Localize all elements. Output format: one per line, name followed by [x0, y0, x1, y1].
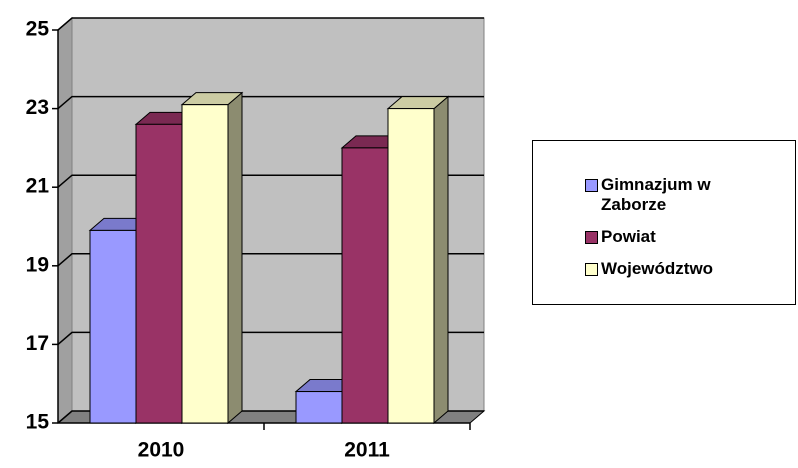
bar — [180, 91, 244, 425]
legend-label: Województwo — [601, 259, 714, 278]
bar-side — [227, 91, 243, 425]
legend-entry: Powiat — [585, 227, 775, 247]
bar-front — [295, 391, 343, 424]
bar-front — [387, 108, 435, 424]
side-wall — [57, 16, 73, 425]
y-tick-label: 15 — [26, 411, 50, 434]
legend-swatch — [585, 231, 598, 244]
y-tick-label: 25 — [26, 18, 50, 41]
bar-front — [89, 229, 137, 424]
legend: Gimnazjum w Zaborze Powiat Województwo — [532, 140, 796, 305]
bar-front — [181, 104, 229, 424]
y-tick-label: 17 — [26, 332, 49, 355]
bar — [386, 95, 450, 425]
legend-swatch — [585, 263, 598, 276]
legend-label: Gimnazjum w Zaborze — [601, 175, 711, 214]
y-tick-label: 23 — [26, 96, 49, 119]
y-tick-label: 21 — [26, 175, 50, 198]
x-tick-label: 2010 — [138, 439, 185, 462]
bar-side — [433, 95, 449, 425]
grid-line — [57, 17, 484, 31]
legend-label: Powiat — [601, 227, 656, 246]
grid-line — [57, 95, 484, 110]
x-tick-label: 2011 — [344, 439, 390, 462]
bar-front — [135, 123, 183, 424]
y-tick-label: 19 — [26, 253, 49, 276]
legend-entry: Gimnazjum w Zaborze — [585, 175, 775, 215]
legend-swatch — [585, 179, 598, 192]
legend-entry: Województwo — [585, 259, 775, 279]
bar-front — [341, 147, 389, 424]
